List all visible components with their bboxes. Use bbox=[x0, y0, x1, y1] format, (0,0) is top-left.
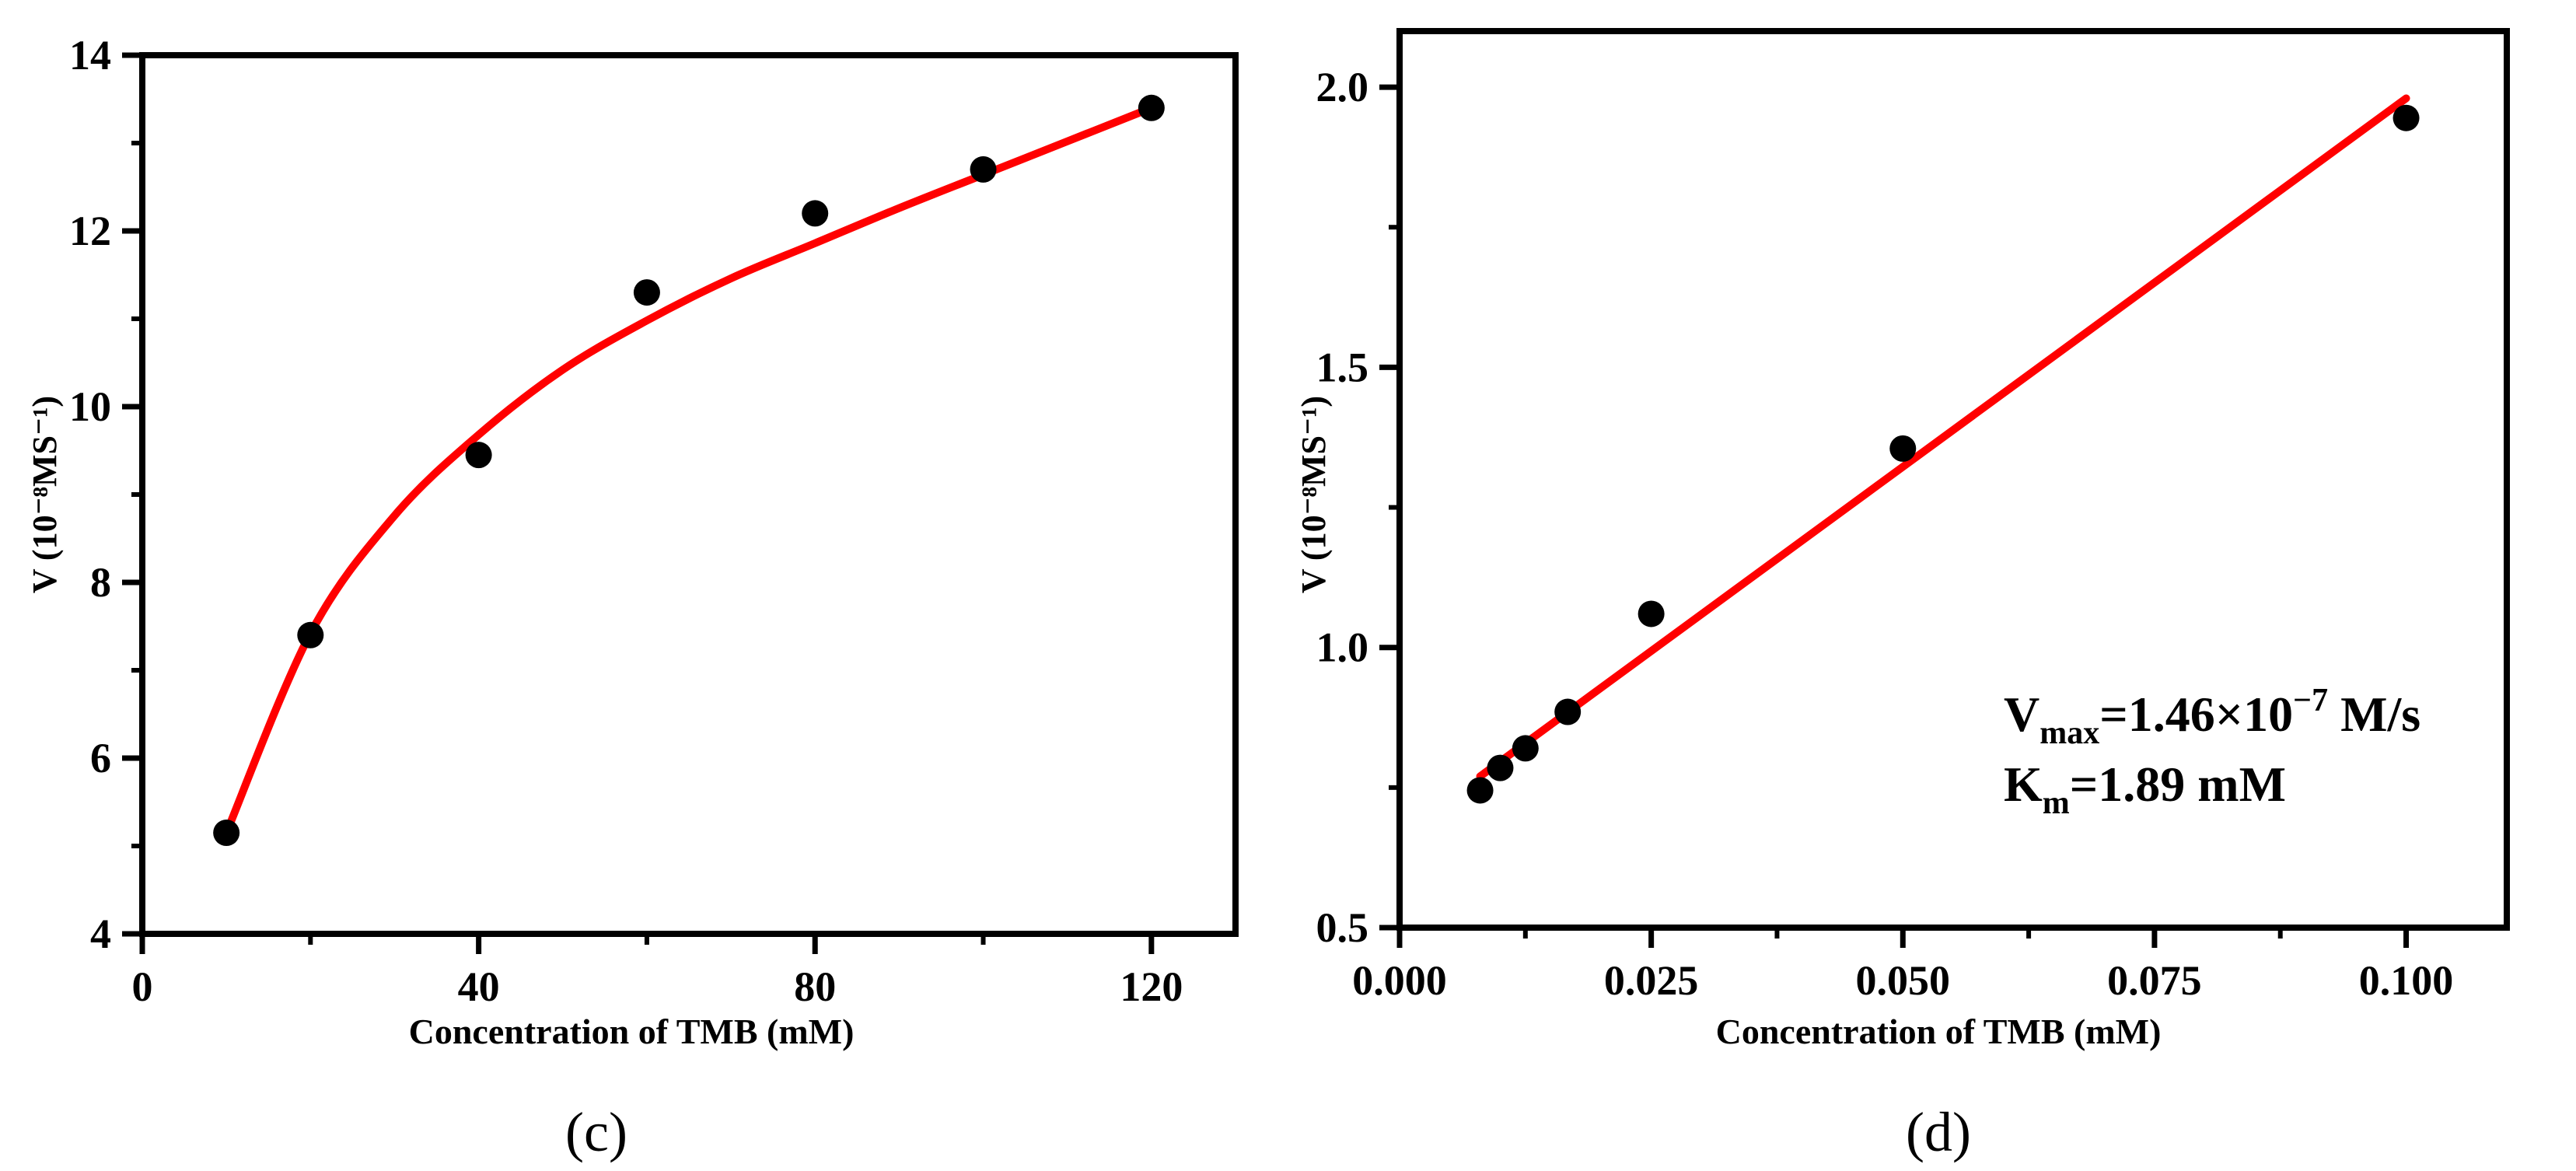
vmax-base: V bbox=[2004, 687, 2039, 742]
c-y-tick-label: 6 bbox=[90, 735, 111, 781]
c-data-point bbox=[465, 442, 492, 469]
chart-c: 0 40 80 120 4 6 8 10 12 14 Concentration of TMB (… bbox=[26, 32, 1239, 1163]
d-x-tick-label: 0.075 bbox=[2107, 957, 2202, 1004]
c-x-tick-label: 80 bbox=[794, 963, 836, 1010]
vmax-value: =1.46×10 bbox=[2099, 687, 2293, 742]
vmax-sub: max bbox=[2039, 715, 2099, 751]
d-ticks bbox=[1379, 84, 2410, 948]
d-data-point bbox=[1638, 600, 1665, 627]
km-sub: m bbox=[2043, 785, 2070, 821]
d-data-points bbox=[1466, 104, 2420, 804]
c-data-point bbox=[633, 279, 660, 306]
d-data-point bbox=[1889, 435, 1917, 462]
d-panel-label: (d) bbox=[1906, 1101, 1971, 1163]
c-panel-label: (c) bbox=[565, 1101, 627, 1163]
c-y-tick-label: 14 bbox=[69, 32, 111, 79]
c-y-axis-label: V (10⁻⁸MS⁻¹) bbox=[26, 396, 64, 593]
c-data-point bbox=[970, 156, 997, 183]
c-x-tick-label: 40 bbox=[458, 963, 500, 1010]
c-x-tick-label: 0 bbox=[132, 963, 153, 1010]
c-x-axis-label: Concentration of TMB (mM) bbox=[409, 1012, 855, 1051]
d-y-tick-label: 0.5 bbox=[1316, 904, 1369, 951]
d-y-tick-label: 1.5 bbox=[1316, 344, 1369, 390]
c-y-tick-label: 4 bbox=[90, 911, 111, 957]
d-y-axis-label: V (10⁻⁸MS⁻¹) bbox=[1295, 396, 1333, 593]
d-x-tick-label: 0.025 bbox=[1604, 957, 1699, 1004]
km-value: =1.89 mM bbox=[2070, 757, 2286, 812]
d-data-point bbox=[1466, 777, 1494, 804]
chart-d: 0.000 0.025 0.050 0.075 0.100 0.5 1.0 1.5 2.0 Co… bbox=[1295, 28, 2510, 1163]
c-y-tick-label: 12 bbox=[69, 208, 111, 254]
c-data-points bbox=[213, 94, 1165, 847]
d-data-point bbox=[1554, 698, 1582, 725]
d-x-axis-label: Concentration of TMB (mM) bbox=[1716, 1012, 2162, 1051]
d-x-tick-label: 0.050 bbox=[1856, 957, 1951, 1004]
km-base: K bbox=[2004, 757, 2043, 812]
c-fit-curve bbox=[222, 103, 1155, 837]
c-data-point bbox=[213, 820, 240, 847]
d-fit-line-path bbox=[1476, 94, 2410, 781]
d-data-point bbox=[1512, 735, 1539, 762]
d-data-point bbox=[1487, 754, 1514, 781]
c-data-point bbox=[802, 200, 829, 227]
c-y-tick-label: 8 bbox=[90, 559, 111, 606]
vmax-unit: M/s bbox=[2328, 687, 2420, 742]
d-data-point bbox=[2392, 104, 2420, 131]
d-tick-labels: 0.000 0.025 0.050 0.075 0.100 0.5 1.0 1.5 2.0 bbox=[1316, 64, 2454, 1004]
c-tick-labels: 0 40 80 120 4 6 8 10 12 14 bbox=[69, 32, 1183, 1010]
d-annotation-vmax: Vmax=1.46×10−7 M/s bbox=[2004, 683, 2420, 751]
c-x-tick-label: 120 bbox=[1120, 963, 1183, 1010]
c-data-point bbox=[297, 621, 324, 648]
d-y-tick-label: 2.0 bbox=[1316, 64, 1369, 110]
c-ticks bbox=[122, 52, 1155, 954]
d-y-tick-label: 1.0 bbox=[1316, 624, 1369, 671]
d-x-tick-label: 0.100 bbox=[2359, 957, 2454, 1004]
d-annotation-km: Km=1.89 mM bbox=[2004, 757, 2286, 821]
c-data-point bbox=[1138, 94, 1165, 121]
d-x-tick-label: 0.000 bbox=[1352, 957, 1447, 1004]
d-fit-line bbox=[1476, 94, 2410, 781]
c-y-tick-label: 10 bbox=[69, 383, 111, 430]
vmax-exponent: −7 bbox=[2293, 683, 2328, 718]
d-plot-frame bbox=[1396, 28, 2510, 931]
c-fit-line-path bbox=[222, 103, 1155, 837]
c-plot-frame bbox=[139, 52, 1239, 937]
